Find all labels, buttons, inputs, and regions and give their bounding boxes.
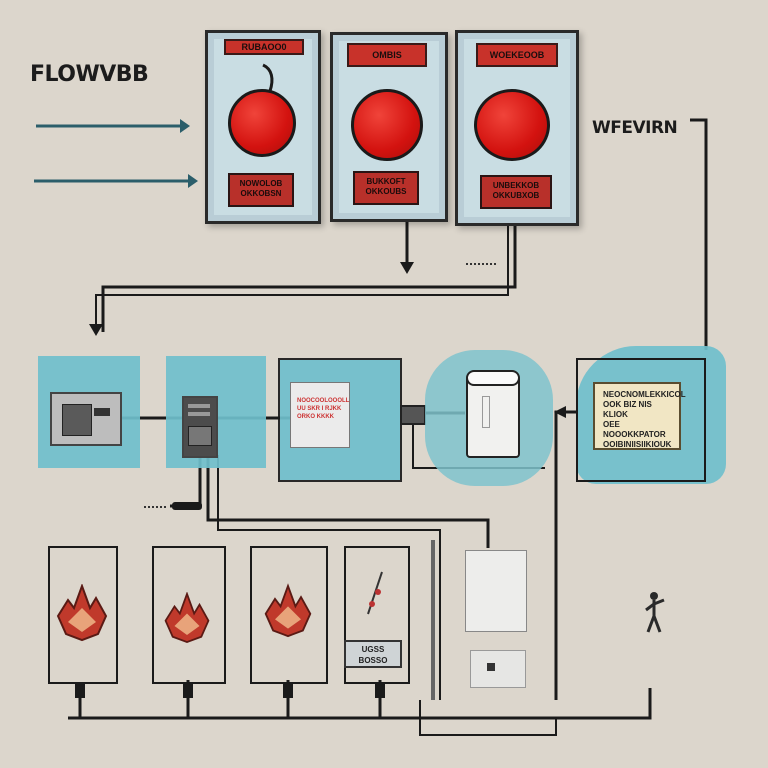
panel-bottom-line-1: BUKKOFT — [366, 177, 406, 186]
device-panel-4 — [344, 546, 410, 684]
control-panel-1: RUBAOO0 NOWOLOB OKKOBSN — [205, 30, 321, 224]
fire-icon — [264, 583, 312, 638]
panel-top-label: OMBIS — [347, 43, 427, 67]
panel-bottom-label: NOWOLOB OKKOBSN — [228, 173, 294, 207]
panel-bottom-label: UNBEKKOB OKKUBXOB — [480, 175, 552, 209]
server-icon — [50, 392, 122, 446]
panel-top-label: WOEKEOOB — [476, 43, 558, 67]
fire-panel-3 — [250, 546, 328, 684]
fire-icon — [164, 592, 210, 644]
right-note: NEOCNOMLEKKICOL OOK BIZ NIS KLIOK OEE NO… — [593, 382, 686, 450]
info-line-3: ORKO KKKK — [297, 414, 334, 420]
info-line-2: UU SKR I RJKK — [297, 406, 342, 412]
status-line-2: BOSSO — [358, 656, 388, 665]
red-ball-icon — [228, 89, 296, 157]
switch-icon — [182, 396, 218, 458]
panel-bottom-line-2: OKKOUBS — [365, 187, 407, 196]
stem-icon — [262, 63, 274, 92]
diagram-title: FLOWVBB — [30, 62, 149, 87]
panel-bottom-label: BUKKOFT OKKOUBS — [353, 171, 419, 205]
fire-panel-2 — [152, 546, 226, 684]
panel-top-label: RUBAOO0 — [224, 39, 304, 55]
panel-bottom-line-2: OKKUBXOB — [492, 191, 540, 200]
note-frame — [576, 358, 706, 482]
control-panel-3: WOEKEOOB UNBEKKOB OKKUBXOB — [455, 30, 579, 226]
note-line-4: OOIBINIISIIKIOUK — [603, 440, 672, 449]
red-ball-icon — [351, 89, 423, 161]
plug-icon — [400, 405, 426, 425]
person-icon — [645, 592, 665, 633]
panel-bottom-line-2: OKKOBSN — [240, 189, 282, 198]
note-line-1: NEOCNOMLEKKICOL — [603, 390, 686, 399]
side-label: WFEVIRN — [592, 118, 678, 138]
info-line-1: NOOCOOLOOOLL — [297, 398, 350, 404]
status-line-1: UGSS — [361, 645, 385, 654]
panel-bottom-line-1: NOWOLOB — [239, 179, 283, 188]
outlet-icon — [470, 650, 526, 688]
panel-bottom-line-1: UNBEKKOB — [492, 181, 540, 190]
info-card: NOOCOOLOOOLL UU SKR I RJKK ORKO KKKK — [290, 382, 350, 448]
fire-icon — [56, 584, 108, 642]
red-ball-icon — [474, 89, 550, 161]
cabinet-icon — [465, 550, 527, 632]
status-box: UGSS BOSSO — [344, 640, 402, 668]
note-line-3: OEE NOOOKKPATOR — [603, 420, 666, 439]
note-line-2: OOK BIZ NIS KLIOK — [603, 400, 652, 419]
control-panel-2: OMBIS BUKKOFT OKKOUBS — [330, 32, 448, 222]
tank-icon — [466, 370, 520, 458]
tool-icon — [367, 571, 383, 615]
